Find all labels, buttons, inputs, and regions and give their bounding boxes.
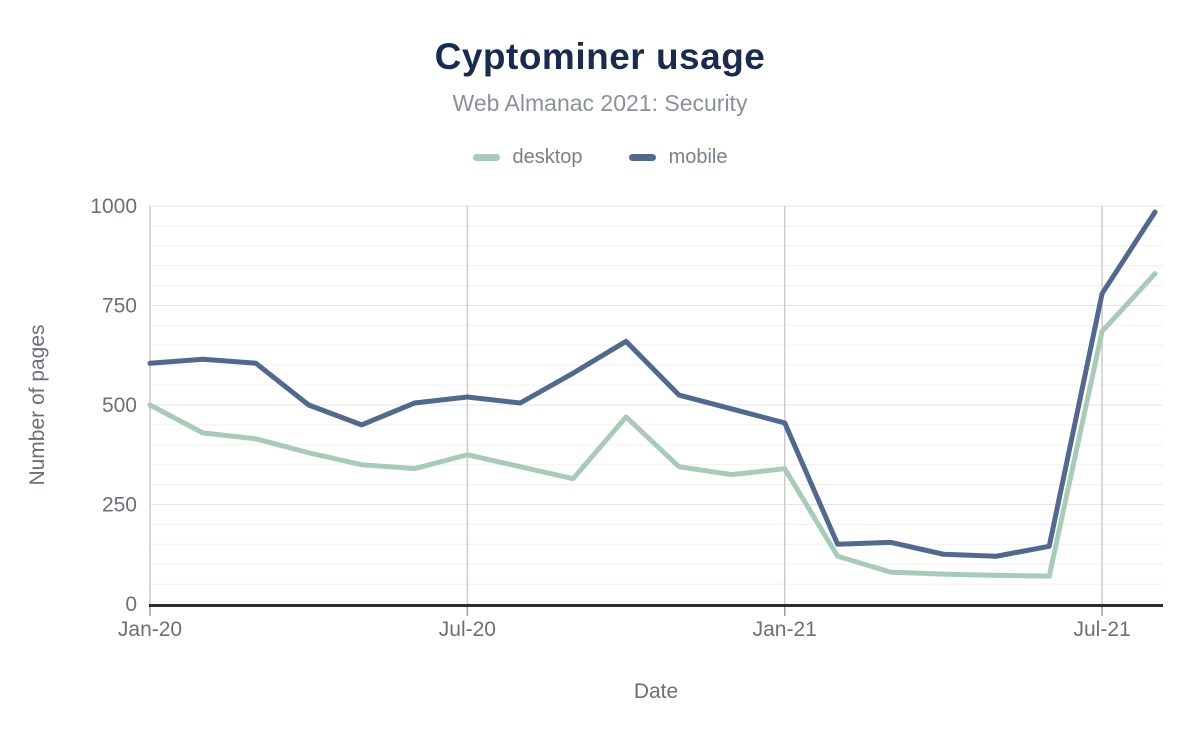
data-series: [147, 209, 1158, 579]
legend-label-desktop: desktop: [512, 146, 583, 168]
gridlines: [149, 205, 1163, 604]
axis-labels: Number of pages Date Jan-20 Jul-20 Jan-21 J…: [26, 195, 1131, 703]
chart-subtitle: Web Almanac 2021: Security: [452, 90, 748, 116]
x-axis-tick-label: Jan-20: [118, 618, 182, 641]
y-axis-title: Number of pages: [26, 324, 49, 485]
legend-label-mobile: mobile: [668, 146, 728, 168]
desktop-series-line: [147, 271, 1158, 579]
chart-title: Cyptominer usage: [434, 36, 766, 77]
legend: desktop mobile: [0, 146, 1200, 169]
x-axis-tick-label: Jul-21: [1074, 618, 1131, 641]
x-axis-tick-label: Jan-21: [753, 618, 817, 641]
x-axis-tick-label: Jul-20: [439, 618, 496, 641]
x-axis-title: Date: [634, 680, 678, 703]
legend-item-desktop: desktop: [472, 146, 583, 169]
desktop-series-swatch-icon: [472, 154, 500, 161]
y-axis-tick-label: 0: [125, 593, 137, 616]
legend-item-mobile: mobile: [628, 146, 728, 169]
mobile-series-line: [147, 209, 1158, 559]
y-axis-tick-label: 750: [102, 295, 137, 318]
y-axis-tick-label: 500: [102, 394, 137, 417]
mobile-series-swatch-icon: [628, 154, 656, 161]
y-axis-tick-label: 1000: [90, 195, 137, 218]
y-axis-tick-label: 250: [102, 494, 137, 517]
